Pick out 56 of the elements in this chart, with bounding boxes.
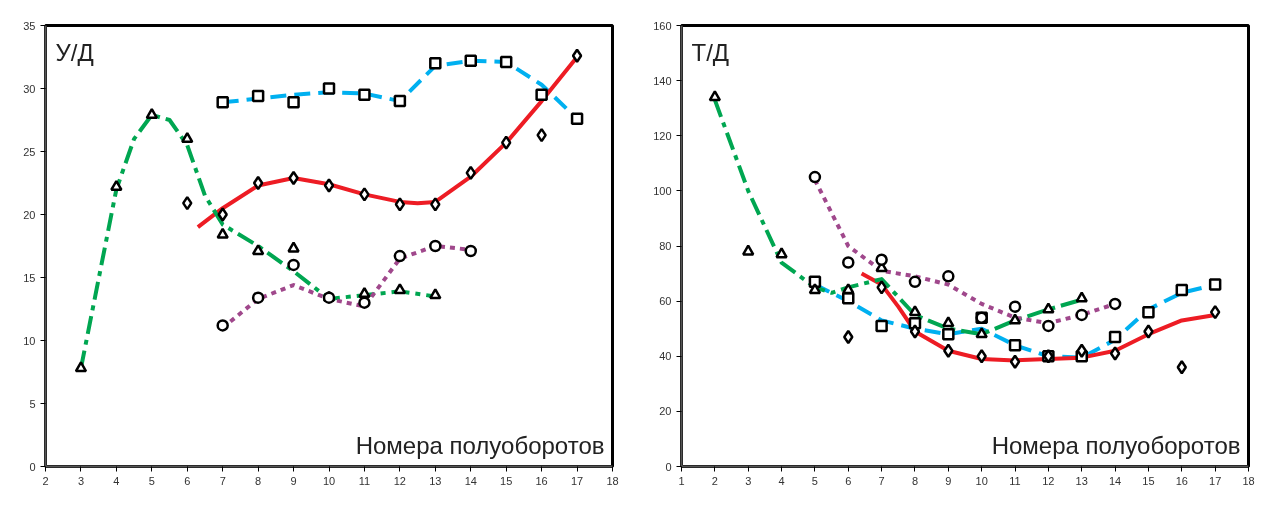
x-tick-label: 14 [1108, 474, 1122, 487]
y-tick-label: 160 [653, 19, 672, 32]
y-tick-label: 100 [653, 184, 672, 197]
x-tick-label: 8 [911, 474, 919, 487]
y-tick-label: 20 [23, 208, 36, 221]
x-tick-label: 18 [1242, 474, 1255, 487]
text: У/Д [55, 38, 94, 66]
x-tick-label: 15 [1142, 474, 1155, 487]
y-tick-label: 35 [23, 19, 36, 32]
x-tick-label: 14 [464, 474, 477, 487]
y-tick-label: 10 [23, 334, 36, 347]
y-tick-label: 30 [23, 82, 36, 95]
y-tick-label: 0 [665, 460, 672, 473]
y-tick-label: 140 [653, 74, 672, 87]
x-tick-label: 5 [148, 474, 155, 487]
y-tick-label: 20 [659, 405, 672, 418]
x-tick-label: 3 [77, 474, 84, 487]
x-tick-label: 16 [1175, 474, 1188, 487]
x-axis-title: Номера полуоборотов [355, 431, 605, 459]
x-tick-label: 10 [322, 474, 336, 487]
y-tick-label: 60 [659, 295, 672, 308]
x-tick-label: 2 [711, 474, 718, 487]
x-tick-label: 7 [878, 474, 885, 487]
x-tick-label: 4 [778, 474, 785, 487]
x-axis-title: Номера полуоборотов [991, 431, 1241, 459]
x-tick-label: 3 [745, 474, 752, 487]
x-tick-label: 6 [184, 474, 191, 487]
x-tick-label: 18 [606, 474, 619, 487]
x-tick-label: 11 [358, 474, 371, 487]
x-tick-label: 17 [570, 474, 584, 487]
x-tick-label: 9 [945, 474, 952, 487]
y-tick-label: 15 [23, 271, 36, 284]
y-tick-label: 40 [659, 350, 672, 363]
x-tick-label: 16 [535, 474, 548, 487]
y-tick-label: 80 [659, 240, 672, 252]
x-tick-label: 6 [845, 474, 852, 487]
x-tick-label: 11 [1009, 474, 1021, 487]
x-tick-label: 15 [500, 474, 513, 487]
y-tick-label: 120 [653, 129, 672, 142]
x-tick-label: 1 [678, 474, 685, 487]
x-tick-label: 12 [1042, 474, 1055, 487]
x-tick-label: 2 [42, 474, 49, 487]
y-tick-label: 25 [23, 145, 36, 158]
x-tick-label: 9 [290, 474, 297, 487]
x-tick-label: 12 [393, 474, 407, 487]
text: Т/Д [691, 38, 730, 66]
x-tick-label: 13 [1075, 474, 1088, 487]
y-tick-label: 5 [29, 397, 36, 410]
x-tick-label: 8 [255, 474, 262, 487]
x-tick-label: 4 [113, 474, 120, 487]
x-tick-label: 7 [219, 474, 226, 487]
x-tick-label: 17 [1209, 474, 1222, 487]
y-tick-label: 0 [29, 460, 36, 473]
x-tick-label: 10 [975, 474, 988, 487]
x-tick-label: 13 [429, 474, 442, 487]
x-tick-label: 5 [811, 474, 818, 487]
